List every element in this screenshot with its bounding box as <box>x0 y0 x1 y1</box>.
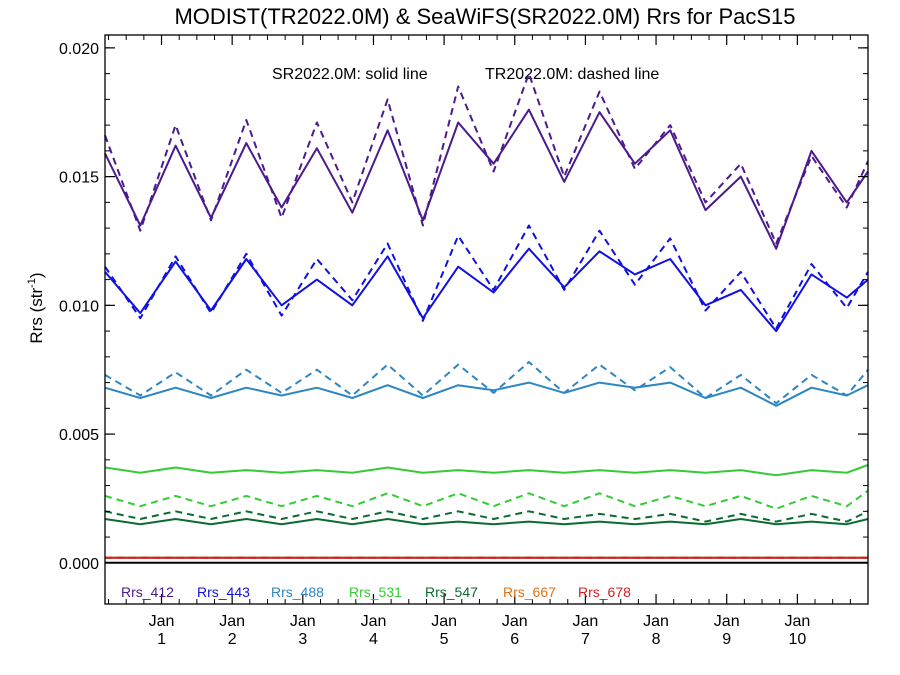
plot-layer: 0.0000.0050.0100.0150.020Jan1Jan2Jan3Jan… <box>59 34 869 648</box>
x-tick-year-label: 9 <box>722 631 731 648</box>
x-tick-year-label: 7 <box>581 631 590 648</box>
y-tick-label: 0.005 <box>59 427 99 444</box>
legend-label: Rrs_443 <box>197 584 250 600</box>
x-tick-year-label: 2 <box>228 631 237 648</box>
x-tick-year-label: 4 <box>369 631 378 648</box>
x-tick-year-label: 6 <box>510 631 519 648</box>
x-tick-month-label: Jan <box>361 613 387 630</box>
x-tick-month-label: Jan <box>431 613 457 630</box>
x-tick-month-label: Jan <box>784 613 810 630</box>
series-line-rrs-412-solid <box>104 108 869 250</box>
y-tick-label: 0.015 <box>59 170 99 187</box>
legend-label: Rrs_678 <box>578 584 631 600</box>
series-line-rrs-412-dashed <box>104 72 869 245</box>
x-tick-month-label: Jan <box>714 613 740 630</box>
y-tick-label: 0.010 <box>59 298 99 315</box>
x-tick-month-label: Jan <box>290 613 316 630</box>
series-line-rrs-547-solid <box>104 518 869 526</box>
x-tick-year-label: 3 <box>298 631 307 648</box>
solid-line-annotation: SR2022.0M: solid line <box>272 66 428 83</box>
series-line-rrs-547-dashed <box>104 510 869 523</box>
y-axis-label-close: ) <box>27 272 46 278</box>
dashed-line-annotation: TR2022.0M: dashed line <box>485 66 659 83</box>
series-line-rrs-488-solid <box>104 381 869 407</box>
x-tick-year-label: 1 <box>157 631 166 648</box>
y-tick-label: 0.020 <box>59 41 99 58</box>
x-tick-month-label: Jan <box>502 613 528 630</box>
legend-label: Rrs_412 <box>121 584 174 600</box>
chart-title: MODIST(TR2022.0M) & SeaWiFS(SR2022.0M) R… <box>174 4 795 29</box>
x-tick-year-label: 10 <box>788 631 806 648</box>
series-line-rrs-531-solid <box>104 464 869 477</box>
series-line-rrs-531-dashed <box>104 489 869 510</box>
y-axis-label-superscript: -1 <box>26 278 38 288</box>
x-tick-month-label: Jan <box>573 613 599 630</box>
x-tick-month-label: Jan <box>219 613 245 630</box>
series-line-rrs-443-dashed <box>104 224 869 330</box>
x-tick-month-label: Jan <box>149 613 175 630</box>
x-tick-month-label: Jan <box>643 613 669 630</box>
legend-label: Rrs_547 <box>425 584 478 600</box>
legend-label: Rrs_488 <box>271 584 324 600</box>
series-line-rrs-488-dashed <box>104 361 869 405</box>
legend-label: Rrs_667 <box>503 584 556 600</box>
legend-label: Rrs_531 <box>349 584 402 600</box>
series-line-rrs-443-solid <box>104 247 869 333</box>
plot-frame <box>104 34 869 605</box>
x-tick-year-label: 8 <box>652 631 661 648</box>
x-tick-year-label: 5 <box>440 631 449 648</box>
y-tick-label: 0.000 <box>59 556 99 573</box>
y-axis-label: Rrs (str-1) <box>26 272 46 343</box>
